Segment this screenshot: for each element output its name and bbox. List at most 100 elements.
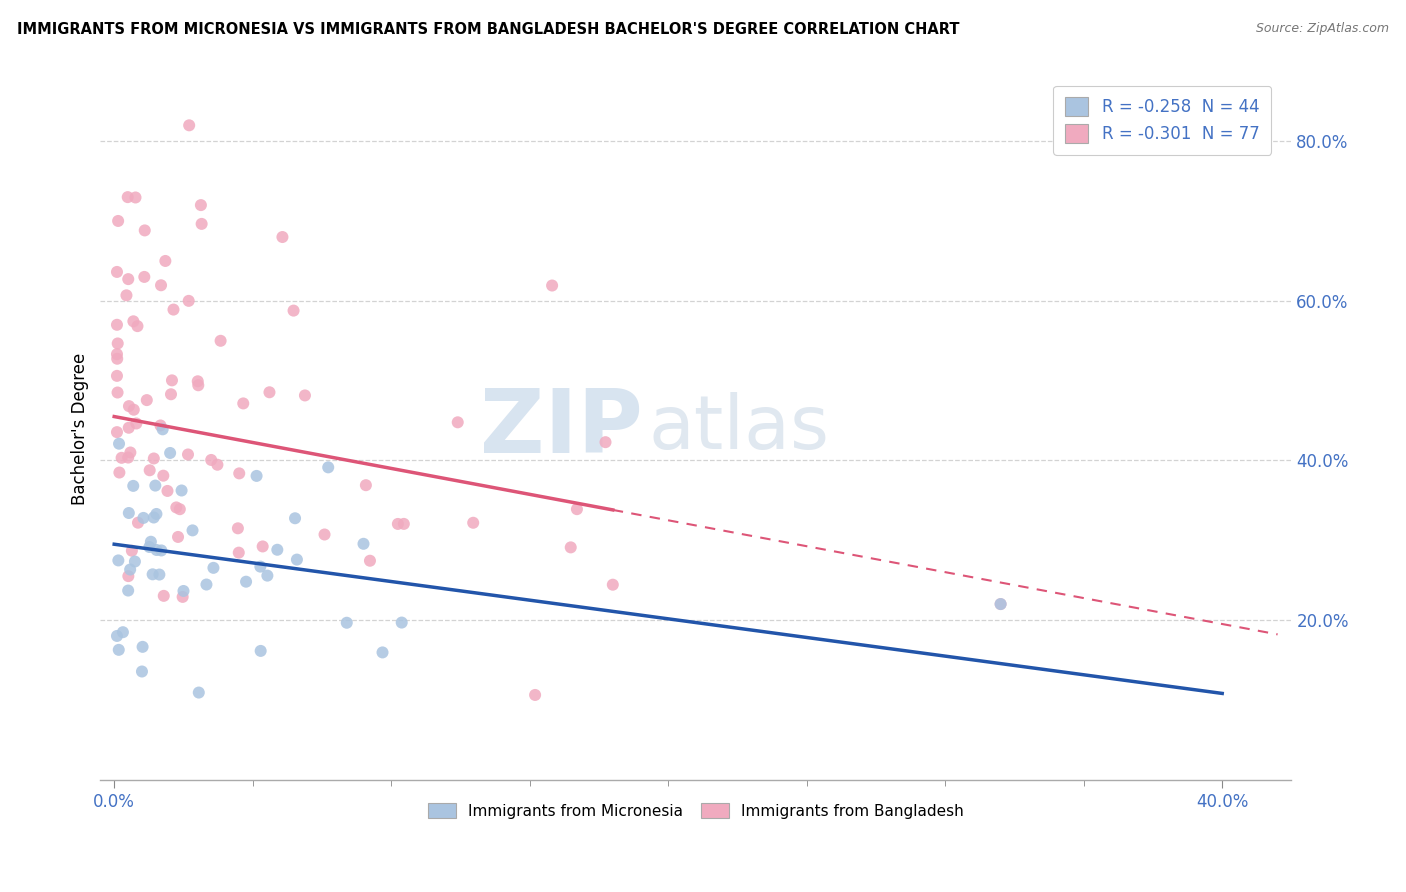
Point: [117, 583, 139, 598]
Point: [105, 368, 128, 383]
Point: [187, 685, 209, 699]
Point: [105, 347, 128, 361]
Point: [990, 597, 1012, 611]
Point: [387, 516, 409, 531]
Point: [162, 302, 184, 317]
Point: [190, 217, 212, 231]
Point: [117, 190, 139, 204]
Point: [134, 269, 156, 284]
Point: [187, 378, 209, 392]
Point: [165, 500, 187, 515]
Point: [150, 278, 173, 293]
Point: [207, 458, 229, 472]
Point: [122, 314, 145, 328]
Point: [125, 417, 148, 431]
Point: [131, 640, 153, 654]
Point: [524, 688, 547, 702]
Point: [148, 567, 170, 582]
Point: [170, 483, 193, 498]
Point: [107, 553, 129, 567]
Point: [169, 502, 191, 516]
Text: IMMIGRANTS FROM MICRONESIA VS IMMIGRANTS FROM BANGLADESH BACHELOR'S DEGREE CORRE: IMMIGRANTS FROM MICRONESIA VS IMMIGRANTS…: [17, 22, 959, 37]
Point: [105, 318, 128, 332]
Point: [202, 561, 225, 575]
Point: [124, 190, 146, 204]
Point: [155, 254, 177, 268]
Point: [391, 615, 413, 630]
Point: [228, 546, 250, 560]
Point: [152, 589, 174, 603]
Point: [226, 521, 249, 535]
Point: [177, 293, 200, 308]
Point: [108, 436, 131, 450]
Point: [285, 552, 308, 566]
Point: [209, 334, 232, 348]
Point: [249, 644, 271, 658]
Point: [117, 450, 139, 465]
Point: [150, 543, 173, 558]
Point: [110, 450, 132, 465]
Point: [177, 448, 200, 462]
Point: [179, 118, 201, 132]
Point: [392, 516, 415, 531]
Point: [173, 584, 195, 599]
Point: [145, 543, 167, 558]
Point: [232, 396, 254, 410]
Point: [105, 629, 128, 643]
Y-axis label: Bachelor's Degree: Bachelor's Degree: [72, 352, 89, 505]
Point: [111, 625, 134, 640]
Point: [359, 554, 381, 568]
Point: [134, 223, 156, 237]
Point: [336, 615, 359, 630]
Point: [371, 645, 394, 659]
Point: [131, 665, 153, 679]
Point: [463, 516, 485, 530]
Point: [127, 319, 149, 334]
Point: [108, 466, 131, 480]
Point: [187, 374, 209, 388]
Point: [228, 467, 250, 481]
Point: [314, 527, 336, 541]
Point: [190, 198, 212, 212]
Point: [152, 422, 174, 436]
Point: [142, 510, 165, 524]
Point: [115, 288, 138, 302]
Point: [271, 230, 294, 244]
Point: [283, 303, 305, 318]
Point: [118, 421, 141, 435]
Point: [138, 463, 160, 477]
Point: [159, 446, 181, 460]
Point: [107, 643, 129, 657]
Point: [142, 451, 165, 466]
Legend: Immigrants from Micronesia, Immigrants from Bangladesh: Immigrants from Micronesia, Immigrants f…: [422, 797, 970, 824]
Point: [195, 577, 218, 591]
Point: [138, 540, 160, 554]
Point: [259, 385, 281, 400]
Point: [118, 506, 141, 520]
Point: [990, 597, 1012, 611]
Point: [120, 562, 142, 576]
Point: [200, 453, 222, 467]
Point: [122, 402, 145, 417]
Point: [160, 373, 183, 387]
Point: [127, 516, 149, 530]
Point: [172, 590, 194, 604]
Point: [181, 524, 204, 538]
Point: [143, 478, 166, 492]
Point: [256, 568, 278, 582]
Point: [122, 479, 145, 493]
Point: [135, 393, 157, 408]
Point: [105, 425, 128, 439]
Point: [354, 478, 377, 492]
Point: [117, 569, 139, 583]
Point: [245, 469, 267, 483]
Point: [107, 214, 129, 228]
Point: [107, 336, 129, 351]
Point: [447, 415, 470, 429]
Point: [145, 507, 167, 521]
Point: [160, 387, 183, 401]
Point: [235, 574, 257, 589]
Point: [252, 540, 274, 554]
Point: [595, 435, 617, 450]
Point: [156, 483, 179, 498]
